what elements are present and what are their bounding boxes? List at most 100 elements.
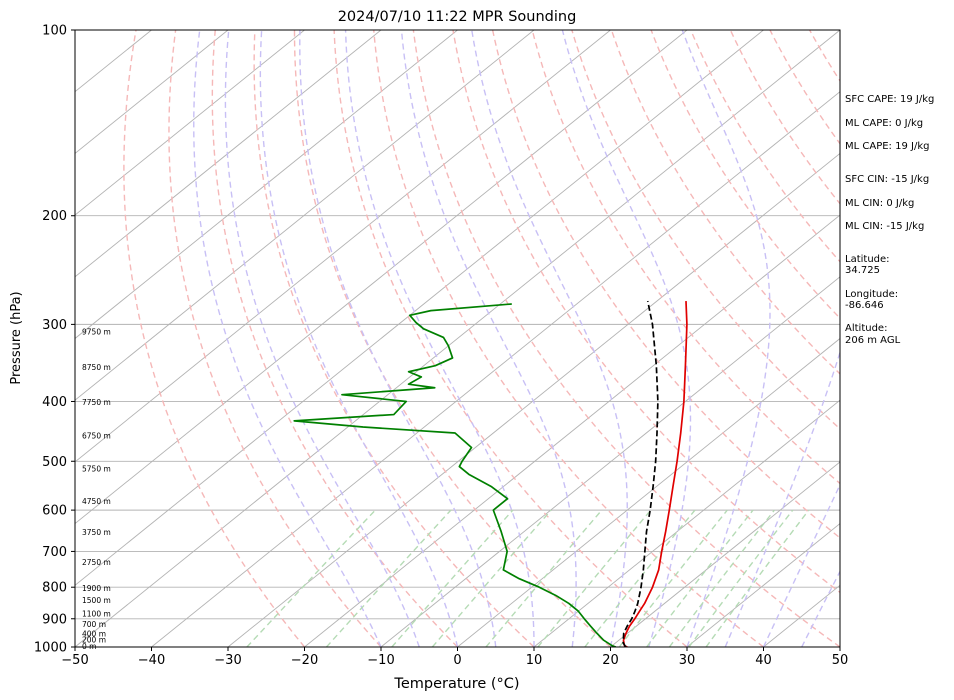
height-label: 400 m: [82, 630, 106, 639]
x-tick-label: 0: [453, 653, 461, 668]
series-layer: [293, 300, 688, 647]
height-label: 6750 m: [82, 432, 111, 441]
dry-adiabat-line: [769, 30, 840, 145]
background-lines: [75, 30, 840, 647]
isotherm-line: [75, 30, 229, 154]
y-tick-label: 100: [42, 24, 67, 39]
stat-annotation: ML CIN: 0 J/kg: [845, 198, 914, 209]
x-tick-label: −10: [367, 653, 394, 668]
x-tick-label: 30: [679, 653, 696, 668]
mixing-ratio-line: [618, 509, 728, 647]
height-label: 1100 m: [82, 609, 111, 618]
x-tick-label: 20: [602, 653, 619, 668]
isotherm-line: [380, 276, 840, 647]
mixing-ratio-line: [688, 509, 794, 647]
mixing-ratio-line: [705, 509, 810, 647]
dry-adiabat-line: [531, 30, 840, 485]
x-axis-label: Temperature (°C): [393, 676, 519, 692]
chart-title: 2024/07/10 11:22 MPR Sounding: [338, 9, 577, 25]
isotherm-line: [151, 91, 840, 647]
dry-adiabat-line: [412, 30, 840, 647]
isotherm-line: [75, 30, 305, 216]
moist-adiabat-line: [224, 30, 420, 647]
stat-annotation: Longitude:: [845, 289, 898, 300]
parcel-path-line: [622, 300, 659, 647]
moist-adiabat-line: [259, 30, 459, 647]
stat-annotation: SFC CAPE: 19 J/kg: [845, 94, 934, 105]
height-label: 4750 m: [82, 497, 111, 506]
y-tick-label: 300: [42, 318, 67, 333]
dry-adiabat-line: [333, 30, 688, 647]
y-tick-label: 800: [42, 581, 67, 596]
isotherm-line: [227, 152, 840, 647]
stat-annotation: ML CIN: -15 J/kg: [845, 221, 924, 232]
x-tick-label: −50: [61, 653, 88, 668]
dry-adiabat-line: [373, 30, 764, 647]
isotherm-line: [457, 337, 840, 647]
height-label: 9750 m: [82, 327, 111, 336]
stat-annotation: ML CAPE: 0 J/kg: [845, 118, 923, 129]
mixing-ratio-line: [537, 509, 652, 647]
annotations: SFC CAPE: 19 J/kg ML CAPE: 0 J/kg ML CAPE:…: [845, 94, 934, 346]
y-axis-label: Pressure (hPa): [9, 291, 24, 384]
stat-annotation: -86.646: [845, 300, 884, 311]
height-label: 1500 m: [82, 596, 111, 605]
height-label: 2750 m: [82, 558, 111, 567]
dry-adiabat-line: [690, 30, 840, 263]
isotherm-line: [75, 30, 611, 463]
moist-adiabat-line: [299, 30, 497, 647]
moist-adiabat-line: [681, 30, 771, 647]
stat-annotation: ML CAPE: 19 J/kg: [845, 141, 929, 152]
mixing-ratio-line: [325, 509, 452, 647]
y-tick-label: 600: [42, 504, 67, 519]
isotherm-line: [533, 399, 840, 647]
moist-adiabat-line: [561, 30, 692, 647]
dry-adiabat-line: [650, 30, 840, 320]
stat-annotation: Latitude:: [845, 254, 890, 265]
y-tick-label: 1000: [34, 641, 67, 656]
y-tick-label: 700: [42, 545, 67, 560]
isotherm-line: [75, 30, 535, 401]
moist-adiabat-line: [400, 30, 577, 647]
isotherm-line: [75, 30, 764, 586]
dry-adiabat-line: [253, 30, 535, 647]
mixing-ratio-line: [668, 509, 775, 647]
temperature-line: [622, 301, 688, 647]
dry-adiabat-line: [211, 30, 459, 647]
isotherm-line: [610, 461, 840, 647]
mixing-ratio-line: [391, 509, 514, 647]
x-tick-label: 10: [526, 653, 543, 668]
mixing-ratio-line: [246, 509, 376, 647]
isotherm-line: [75, 30, 458, 340]
y-tick-label: 200: [42, 209, 67, 224]
dewpoint-line: [293, 303, 617, 647]
height-label: 3750 m: [82, 528, 111, 537]
dry-adiabat-line: [491, 30, 840, 539]
x-ticks: −50 −40 −30 −20 −10 0 10 20 30 40 50: [61, 647, 848, 668]
x-tick-label: −20: [291, 653, 318, 668]
dry-adiabat-line: [452, 30, 840, 594]
mixing-ratio-line: [646, 509, 754, 647]
dry-adiabat-line: [123, 30, 306, 647]
height-label: 200 m: [82, 635, 106, 644]
height-label: 7750 m: [82, 398, 111, 407]
height-label: 8750 m: [82, 363, 111, 372]
moist-adiabat-line: [193, 30, 382, 647]
stat-annotation: 34.725: [845, 265, 880, 276]
height-label: 1900 m: [82, 584, 111, 593]
x-tick-label: −40: [138, 653, 165, 668]
isotherm-line: [75, 30, 382, 278]
mixing-ratio-line: [485, 509, 603, 647]
stat-annotation: SFC CIN: -15 J/kg: [845, 174, 929, 185]
x-tick-label: 50: [832, 653, 849, 668]
stat-annotation: Altitude:: [845, 323, 887, 334]
stat-annotation: 206 m AGL: [845, 335, 901, 346]
isotherm-line: [686, 523, 840, 647]
moist-adiabat-line: [724, 30, 840, 647]
dry-adiabat-line: [610, 30, 840, 375]
y-tick-label: 500: [42, 455, 67, 470]
y-ticks: 1000 900 800 700 600 500 400 300 200 100: [34, 24, 75, 656]
isotherm-line: [75, 30, 688, 525]
